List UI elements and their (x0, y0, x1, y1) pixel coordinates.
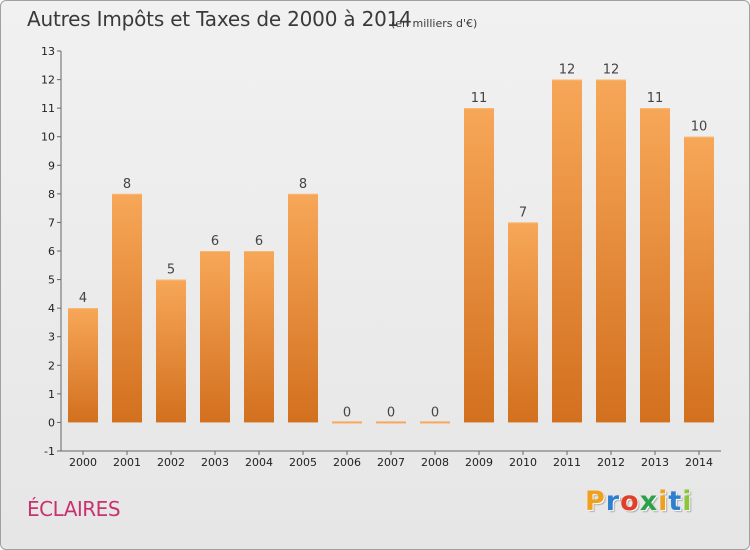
bar (244, 251, 274, 423)
x-tick-label: 2014 (685, 456, 713, 469)
data-label: 0 (431, 405, 439, 420)
chart-data-labels: 4 8 5 6 6 8 0 0 0 11 7 12 12 11 10 (79, 63, 707, 421)
commune-name: ÉCLAIRES (27, 497, 121, 521)
data-label: 7 (519, 205, 527, 220)
x-tick-label: 2010 (509, 456, 537, 469)
data-label: 12 (603, 63, 620, 78)
bar (200, 251, 230, 423)
logo-letter: x (639, 486, 659, 517)
x-tick-label: 2012 (597, 456, 625, 469)
y-tick-label: 3 (48, 331, 55, 344)
bar (508, 222, 538, 423)
data-label: 12 (559, 63, 576, 78)
y-tick-label: -1 (44, 445, 55, 458)
y-tick-label: 9 (48, 159, 55, 172)
proxiti-logo: Proxiti (585, 486, 693, 517)
chart-subtitle: (en milliers d'€) (391, 17, 478, 30)
data-label: 4 (79, 291, 87, 306)
data-label: 8 (299, 177, 307, 192)
x-tick-label: 2000 (69, 456, 97, 469)
bar (376, 421, 406, 424)
y-tick-label: 12 (41, 74, 55, 87)
y-tick-label: 7 (48, 216, 55, 229)
x-tick-label: 2011 (553, 456, 581, 469)
data-label: 0 (343, 405, 351, 420)
logo-letter: r (605, 486, 621, 517)
data-label: 10 (691, 120, 708, 135)
y-tick-label: 13 (41, 45, 55, 58)
logo-letter: t (668, 486, 683, 517)
logo-letter: o (620, 486, 640, 517)
bar (68, 308, 98, 423)
x-tick-label: 2001 (113, 456, 141, 469)
bar (420, 421, 450, 424)
chart-title: Autres Impôts et Taxes de 2000 à 2014 (27, 7, 412, 31)
y-tick-label: 1 (48, 388, 55, 401)
bar (684, 136, 714, 423)
data-label: 8 (123, 177, 131, 192)
y-tick-label: 0 (48, 416, 55, 429)
logo-letter: i (682, 486, 693, 517)
logo-letter: i (658, 486, 669, 517)
data-label: 11 (471, 91, 488, 106)
x-tick-label: 2009 (465, 456, 493, 469)
bar (288, 193, 318, 423)
y-tick-label: 5 (48, 274, 55, 287)
x-tick-label: 2013 (641, 456, 669, 469)
y-tick-label: 8 (48, 188, 55, 201)
bar (464, 108, 494, 423)
x-tick-label: 2008 (421, 456, 449, 469)
logo-letter: P (585, 486, 606, 517)
y-tick-label: 2 (48, 359, 55, 372)
data-label: 11 (647, 91, 664, 106)
x-tick-label: 2004 (245, 456, 273, 469)
bar (552, 79, 582, 423)
bar (640, 108, 670, 423)
bar (332, 421, 362, 424)
bar (112, 193, 142, 423)
data-label: 6 (255, 234, 263, 249)
bar (156, 279, 186, 423)
x-tick-label: 2003 (201, 456, 229, 469)
y-tick-label: 11 (41, 102, 55, 115)
data-label: 6 (211, 234, 219, 249)
chart-bars (68, 79, 714, 424)
y-tick-label: 10 (41, 131, 55, 144)
y-tick-label: 6 (48, 245, 55, 258)
x-tick-label: 2002 (157, 456, 185, 469)
data-label: 0 (387, 405, 395, 420)
x-tick-label: 2005 (289, 456, 317, 469)
data-label: 5 (167, 263, 175, 278)
bar (596, 79, 626, 423)
y-tick-label: 4 (48, 302, 55, 315)
x-tick-label: 2006 (333, 456, 361, 469)
x-tick-label: 2007 (377, 456, 405, 469)
